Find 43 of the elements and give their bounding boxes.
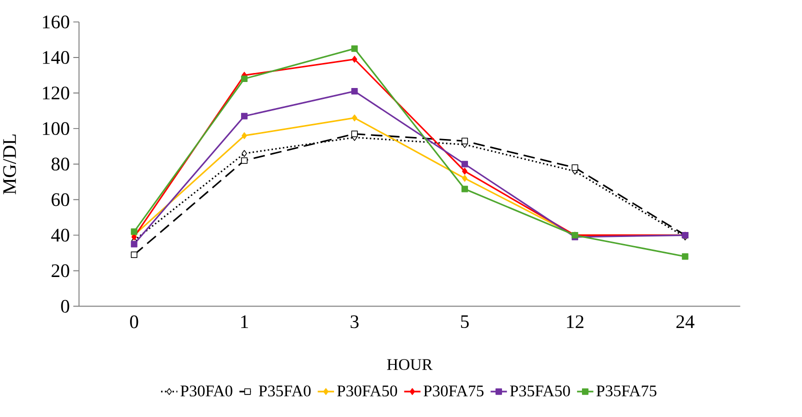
point: [351, 45, 358, 52]
y-tick-label: 60: [52, 193, 70, 206]
x-tick-label: 3: [350, 315, 359, 328]
point: [462, 174, 468, 182]
point: [241, 157, 248, 164]
legend-label: P30FA75: [424, 385, 484, 396]
y-tick-label: 120: [42, 86, 70, 100]
point: [130, 252, 138, 258]
y-tick-label: 0: [61, 300, 70, 313]
point: [351, 88, 358, 95]
point: [461, 160, 468, 168]
x-tick-label: 5: [461, 315, 469, 328]
point: [130, 240, 138, 248]
point: [241, 76, 248, 82]
y-tick-label: 40: [51, 228, 70, 242]
point: [241, 112, 248, 120]
legend-label: P35FA50: [510, 385, 570, 396]
y-axis-title: MG/DL: [3, 134, 16, 194]
point: [462, 168, 468, 175]
y-tick-label: 100: [42, 122, 70, 136]
point: [352, 114, 358, 122]
legend-label: P30FA50: [337, 385, 398, 396]
y-tick-label: 160: [42, 16, 70, 28]
point: [351, 130, 358, 138]
point: [130, 228, 138, 235]
x-tick-label: 12: [567, 315, 584, 328]
x-tick-label: 0: [130, 315, 138, 328]
point: [242, 132, 247, 140]
y-tick-label: 140: [42, 51, 70, 64]
x-axis-title: HOUR: [387, 359, 433, 370]
x-tick-label: 24: [676, 315, 694, 328]
x-tick-label: 1: [241, 315, 248, 328]
point: [682, 253, 688, 260]
point: [572, 164, 578, 171]
point: [461, 186, 468, 192]
point: [242, 150, 247, 157]
point: [461, 138, 468, 144]
point: [352, 56, 358, 63]
legend-label: P30FA0: [180, 385, 232, 396]
y-tick-label: 20: [52, 264, 70, 278]
y-tick-label: 80: [52, 158, 70, 171]
legend-label: P35FA0: [258, 385, 311, 396]
legend-label: P35FA75: [596, 386, 656, 396]
